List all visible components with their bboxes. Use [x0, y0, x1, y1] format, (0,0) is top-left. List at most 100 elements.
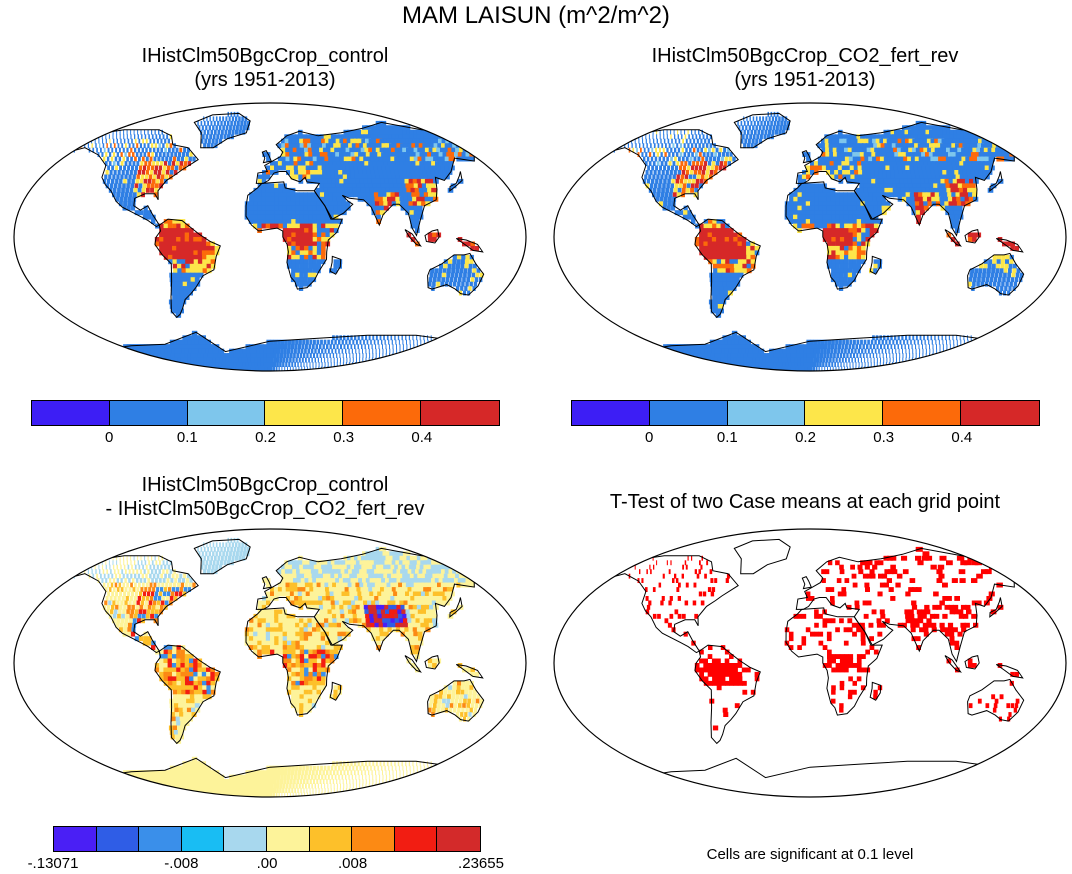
- grid-cell: [467, 290, 471, 296]
- grid-cell: [874, 147, 880, 153]
- grid-cell: [971, 174, 978, 180]
- grid-cell: [299, 272, 304, 278]
- grid-cell: [747, 344, 753, 350]
- grid-cell: [376, 219, 381, 224]
- grid-cell: [122, 147, 125, 153]
- grid-cell: [101, 353, 112, 358]
- grid-cell: [380, 161, 386, 166]
- grid-cell: [848, 254, 853, 260]
- grid-cell: [181, 259, 186, 265]
- grid-cell: [897, 138, 904, 144]
- grid-cell: [1006, 134, 1015, 140]
- grid-cell: [932, 344, 934, 350]
- grid-cell: [114, 353, 124, 358]
- grid-cell: [952, 165, 959, 171]
- grid-cell: [865, 228, 871, 233]
- grid-cell: [314, 357, 316, 363]
- grid-cell: [391, 357, 392, 363]
- grid-cell: [65, 138, 67, 144]
- grid-cell: [198, 272, 204, 278]
- grid-cell: [701, 170, 706, 175]
- grid-cell: [105, 134, 107, 140]
- grid-cell: [927, 147, 933, 153]
- grid-cell: [814, 183, 819, 189]
- grid-cell: [967, 138, 974, 144]
- grid-cell: [793, 219, 798, 224]
- grid-cell: [432, 237, 437, 242]
- grid-cell: [977, 277, 981, 283]
- grid-cell: [717, 268, 723, 274]
- grid-cell: [1021, 143, 1030, 149]
- grid-cell: [915, 129, 922, 135]
- grid-cell: [855, 344, 859, 350]
- grid-cell: [220, 353, 226, 358]
- grid-cell: [821, 138, 826, 144]
- grid-cell: [699, 241, 704, 247]
- grid-cell: [282, 237, 288, 242]
- grid-cell: [253, 201, 258, 207]
- grid-cell: [847, 268, 853, 274]
- grid-cell: [970, 138, 978, 144]
- grid-cell: [249, 196, 254, 202]
- grid-cell: [934, 156, 940, 162]
- grid-cell: [717, 304, 724, 309]
- grid-cell: [705, 143, 709, 149]
- grid-cell: [666, 156, 669, 162]
- grid-cell: [786, 348, 791, 354]
- grid-cell: [331, 183, 337, 189]
- grid-cell: [777, 120, 780, 126]
- grid-cell: [763, 134, 767, 140]
- grid-cell: [189, 241, 194, 247]
- grid-cell: [896, 147, 903, 153]
- grid-cell: [67, 344, 77, 350]
- grid-cell: [894, 170, 900, 175]
- grid-cell: [915, 138, 922, 144]
- grid-cell: [407, 161, 414, 166]
- grid-cell: [134, 210, 139, 216]
- grid-cell: [145, 362, 157, 367]
- grid-cell: [215, 348, 221, 354]
- grid-cell: [872, 192, 878, 198]
- grid-cell: [844, 241, 849, 247]
- grid-cell: [719, 286, 725, 291]
- grid-cell: [316, 228, 322, 233]
- grid-cell: [305, 161, 311, 166]
- grid-cell: [343, 366, 345, 371]
- grid-cell: [1001, 281, 1005, 287]
- grid-cell: [448, 357, 450, 363]
- grid-cell: [917, 152, 923, 157]
- grid-cell: [285, 161, 291, 166]
- grid-cell: [900, 147, 907, 153]
- grid-cell: [750, 143, 754, 149]
- grid-cell: [846, 170, 851, 175]
- grid-cell: [1010, 245, 1015, 251]
- grid-cell: [903, 156, 909, 162]
- grid-cell: [350, 138, 356, 144]
- grid-cell: [959, 335, 961, 341]
- grid-cell: [317, 357, 319, 363]
- grid-cell: [99, 348, 109, 354]
- grid-cell: [316, 210, 322, 216]
- grid-cell: [76, 143, 78, 149]
- grid-cell: [670, 366, 698, 371]
- grid-cell: [981, 277, 985, 283]
- grid-cell: [265, 183, 271, 189]
- grid-cell: [1003, 134, 1012, 140]
- grid-cell: [645, 161, 648, 166]
- grid-cell: [977, 344, 979, 350]
- grid-cell: [998, 344, 1000, 350]
- grid-cell: [818, 183, 823, 189]
- grid-cell: [228, 116, 231, 122]
- grid-cell: [273, 348, 277, 354]
- grid-cell: [270, 161, 275, 166]
- grid-cell: [641, 134, 643, 140]
- grid-cell: [899, 353, 901, 358]
- grid-cell: [467, 272, 471, 278]
- grid-cell: [456, 259, 461, 265]
- grid-cell: [382, 196, 388, 202]
- coastline-madagascar: [329, 255, 342, 275]
- grid-cell: [184, 241, 190, 247]
- grid-cell: [454, 152, 461, 157]
- grid-cell: [147, 214, 152, 220]
- grid-cell: [864, 348, 867, 354]
